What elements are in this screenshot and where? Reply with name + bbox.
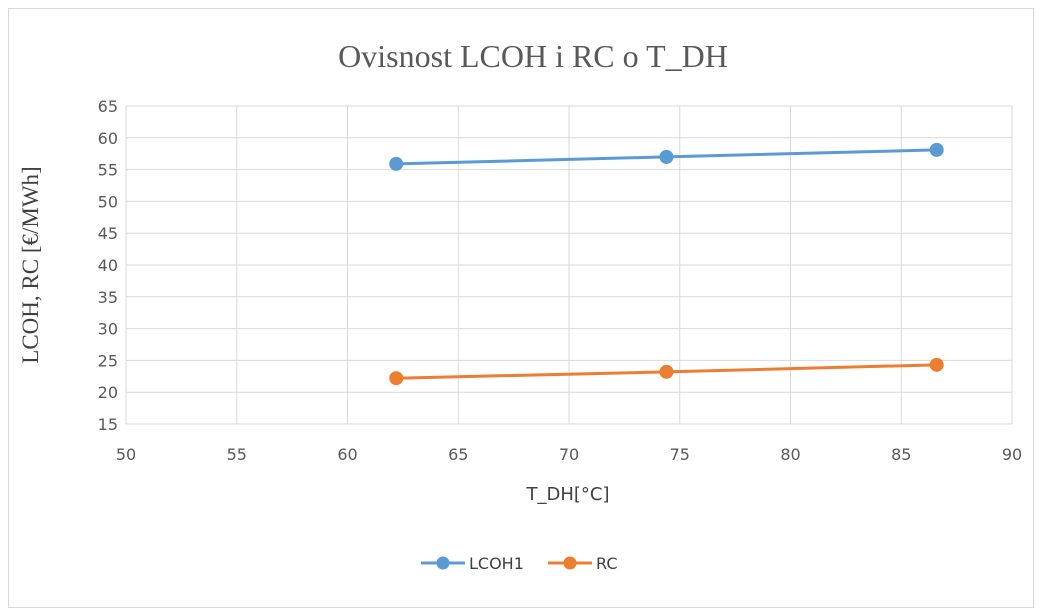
legend-label-rc: RC bbox=[596, 554, 618, 573]
legend: LCOH1 RC bbox=[421, 554, 618, 573]
y-tick-label: 60 bbox=[98, 129, 118, 148]
data-point-rc bbox=[659, 364, 674, 379]
y-tick-label: 20 bbox=[98, 383, 118, 402]
y-tick-label: 55 bbox=[98, 161, 118, 180]
legend-label-lcoh1: LCOH1 bbox=[469, 554, 524, 573]
legend-marker-rc bbox=[563, 556, 577, 570]
y-tick-labels: 15 20 25 30 35 40 45 50 55 60 65 bbox=[98, 97, 118, 434]
chart-frame bbox=[8, 8, 1034, 608]
legend-marker-lcoh1 bbox=[436, 556, 450, 570]
y-tick-label: 65 bbox=[98, 97, 118, 116]
y-tick-label: 15 bbox=[98, 415, 118, 434]
data-point-lcoh1 bbox=[929, 142, 944, 157]
chart-title: Ovisnost LCOH i RC o T_DH bbox=[338, 38, 728, 74]
y-tick-label: 50 bbox=[98, 192, 118, 211]
series-layer bbox=[389, 142, 944, 386]
data-point-lcoh1 bbox=[659, 149, 674, 164]
data-point-lcoh1 bbox=[389, 156, 404, 171]
x-tick-label: 85 bbox=[891, 445, 911, 464]
data-point-rc bbox=[389, 371, 404, 386]
x-axis-label: T_DH[°C] bbox=[525, 484, 609, 505]
x-tick-label: 90 bbox=[1002, 445, 1022, 464]
y-tick-label: 25 bbox=[98, 351, 118, 370]
grid bbox=[125, 105, 1013, 425]
x-tick-label: 65 bbox=[448, 445, 468, 464]
x-tick-label: 50 bbox=[116, 445, 136, 464]
y-tick-label: 35 bbox=[98, 288, 118, 307]
x-tick-label: 80 bbox=[780, 445, 800, 464]
y-tick-label: 45 bbox=[98, 224, 118, 243]
x-tick-labels: 50 55 60 65 70 75 80 85 90 bbox=[116, 445, 1022, 464]
x-tick-label: 70 bbox=[559, 445, 579, 464]
y-tick-label: 40 bbox=[98, 256, 118, 275]
x-tick-label: 60 bbox=[337, 445, 357, 464]
data-point-rc bbox=[929, 357, 944, 372]
x-tick-label: 55 bbox=[227, 445, 247, 464]
x-tick-label: 75 bbox=[670, 445, 690, 464]
y-axis-label: LCOH, RC [€/MWh] bbox=[18, 166, 43, 363]
y-tick-label: 30 bbox=[98, 320, 118, 339]
